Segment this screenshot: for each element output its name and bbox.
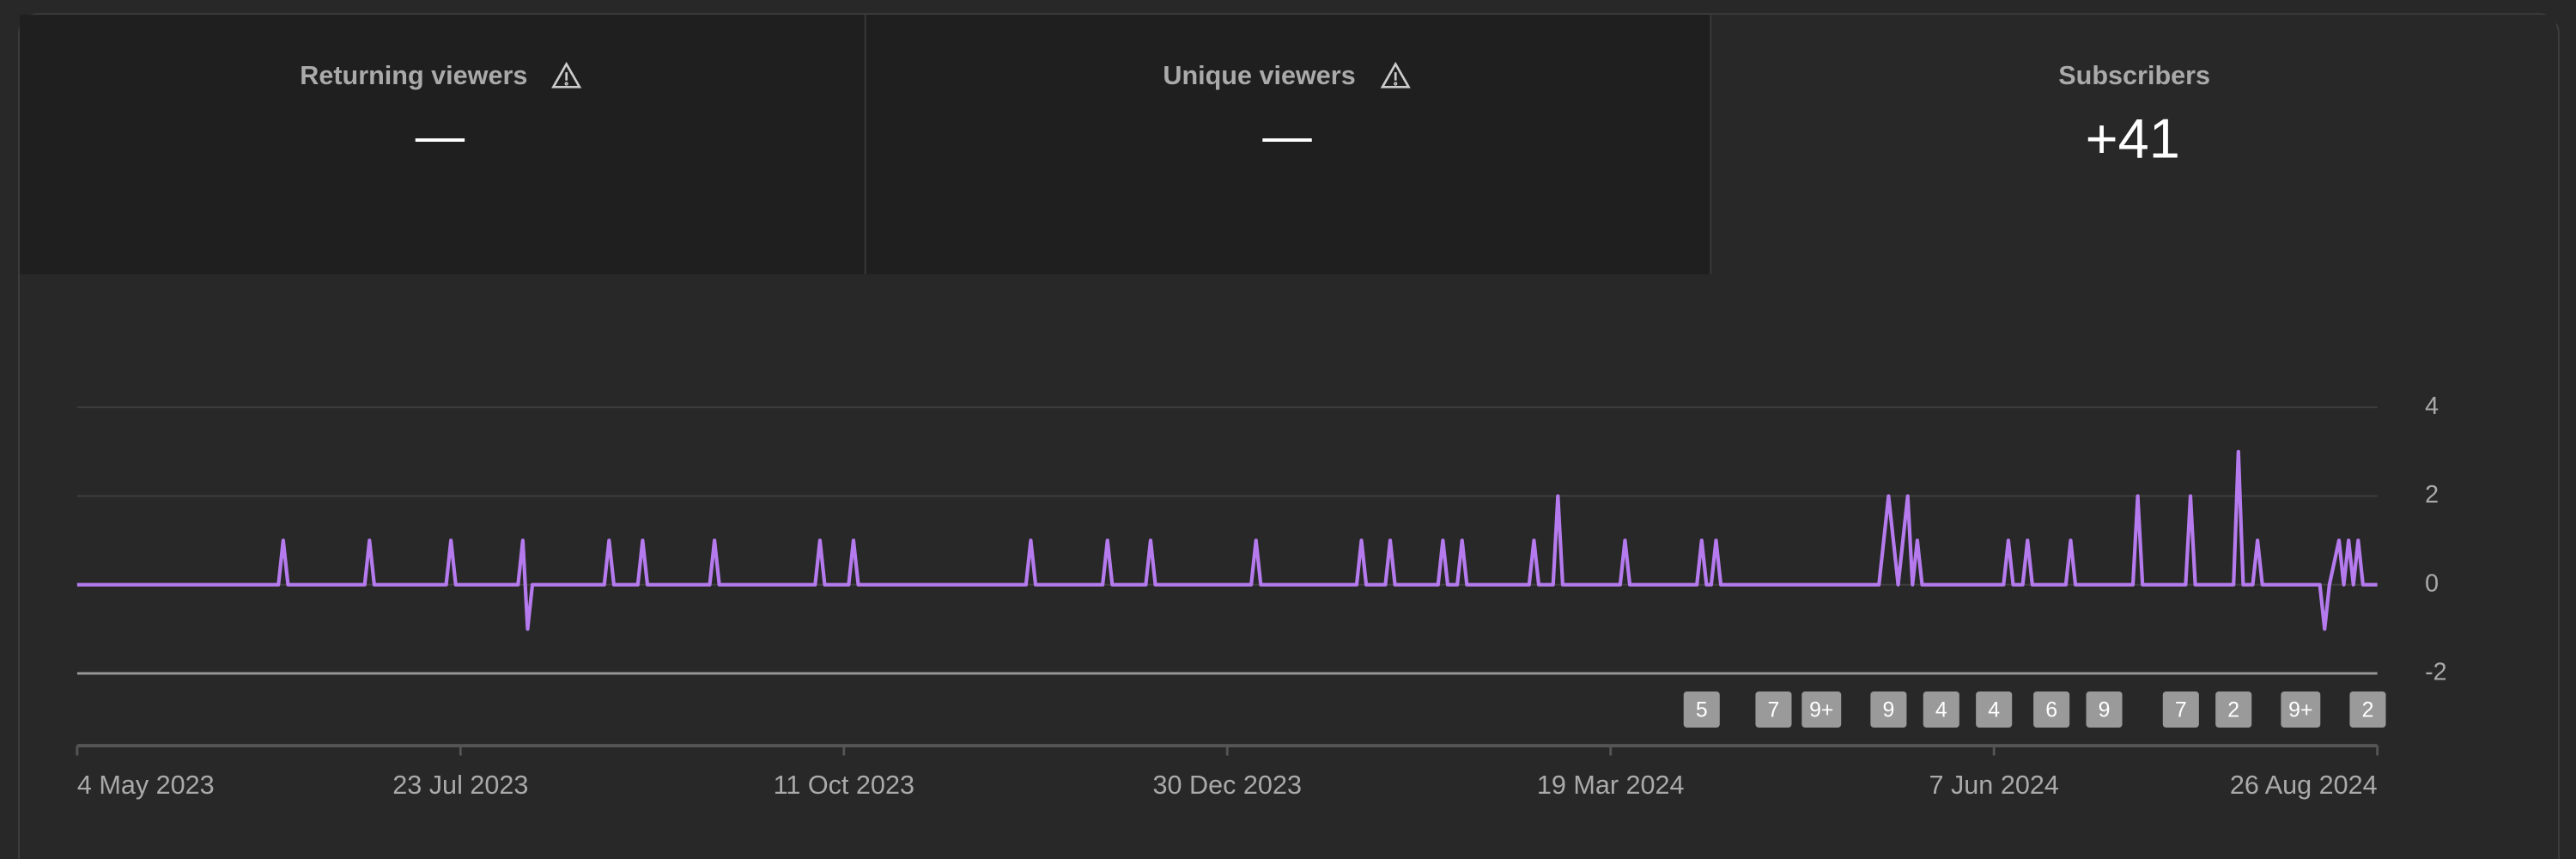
y-tick-label: 4 [2425, 393, 2439, 420]
tab-label: Returning viewers [300, 61, 527, 90]
y-tick-label: 2 [2425, 481, 2439, 509]
video-marker-label: 6 [2045, 698, 2057, 722]
video-marker [1976, 691, 2013, 728]
video-marker-label: 9 [2099, 698, 2111, 722]
tab-subscribers[interactable] [1710, 15, 2557, 275]
video-marker [2086, 691, 2123, 728]
video-marker [1755, 691, 1792, 728]
video-marker-label: 7 [1768, 698, 1780, 722]
video-marker-label: 2 [2227, 698, 2239, 722]
x-tick-label: 11 Oct 2023 [774, 771, 914, 800]
x-tick-label: 23 Jul 2023 [392, 771, 528, 800]
tab-returning[interactable] [19, 15, 866, 275]
y-tick-label: 0 [2425, 570, 2439, 597]
video-marker [2215, 691, 2252, 728]
tab-value: — [416, 109, 465, 164]
y-tick-label: -2 [2425, 659, 2447, 686]
warning-icon [1380, 61, 1411, 88]
x-tick-label: 7 Jun 2024 [1929, 771, 2059, 800]
video-marker-label: 5 [1696, 698, 1708, 722]
x-tick-label: 30 Dec 2023 [1153, 771, 1302, 800]
x-tick-label: 26 Aug 2024 [2230, 771, 2378, 800]
video-marker [2033, 691, 2070, 728]
subscribers-line [76, 449, 2378, 631]
video-marker-label: 7 [2175, 698, 2187, 722]
warning-icon [551, 61, 582, 88]
tab-value: — [1262, 109, 1312, 164]
video-marker-label: 2 [2362, 698, 2374, 722]
video-marker [2349, 691, 2386, 728]
video-marker [2281, 691, 2321, 728]
x-tick-label: 4 May 2023 [77, 771, 215, 800]
tab-label: Unique viewers [1163, 61, 1355, 90]
video-marker-label: 4 [1935, 698, 1947, 722]
video-marker [1801, 691, 1842, 728]
video-marker [1923, 691, 1959, 728]
video-marker-label: 9 [1882, 698, 1894, 722]
video-marker-label: 9+ [1809, 698, 1833, 722]
tab-label: Subscribers [2058, 61, 2210, 90]
tab-value: +41 [2086, 107, 2180, 170]
video-marker-label: 4 [1988, 698, 2000, 722]
video-marker [2162, 691, 2199, 728]
video-marker [1870, 691, 1907, 728]
video-marker-label: 9+ [2288, 698, 2312, 722]
video-marker [1683, 691, 1720, 728]
x-tick-label: 19 Mar 2024 [1537, 771, 1685, 800]
tab-unique[interactable] [865, 15, 1711, 275]
